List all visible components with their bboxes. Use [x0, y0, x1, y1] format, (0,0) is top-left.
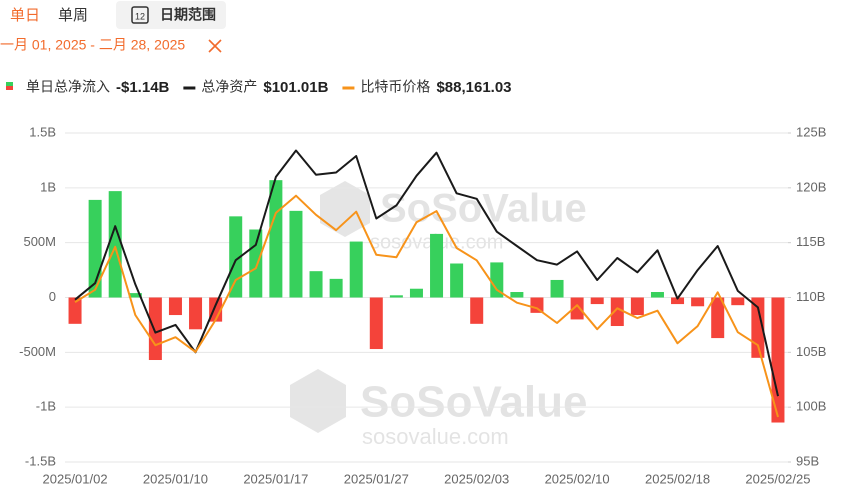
- y-tick-label: -500M: [19, 344, 56, 359]
- bar: [731, 297, 745, 306]
- bar: [309, 271, 323, 298]
- bar: [711, 297, 725, 339]
- bar: [409, 288, 423, 298]
- bar: [68, 297, 82, 324]
- bar: [369, 297, 383, 350]
- bar: [349, 241, 363, 298]
- line: [74, 194, 779, 418]
- bar: [269, 180, 283, 298]
- bar: [610, 297, 624, 327]
- bar: [771, 297, 785, 423]
- y-tick-label: 1B: [40, 179, 56, 194]
- bar: [108, 191, 122, 298]
- date-range: 一月 01, 2025 - 二月 28, 2025: [0, 37, 185, 53]
- date-range-button[interactable]: 日期范围: [160, 7, 216, 23]
- y2-tick-label: 125B: [796, 124, 826, 139]
- x-tick-label: 2025/01/17: [243, 471, 308, 486]
- tab-daily[interactable]: 单日: [10, 7, 40, 24]
- bar: [128, 293, 142, 298]
- bar: [691, 297, 705, 307]
- bar: [430, 233, 444, 298]
- bar: [590, 297, 604, 305]
- bar: [530, 297, 544, 313]
- legend-swatch: [6, 82, 13, 86]
- x-tick-label: 2025/01/10: [143, 471, 208, 486]
- legend-value: -$1.14B: [116, 79, 170, 96]
- y-tick-label: -1.5B: [25, 453, 56, 468]
- y-tick-label: 0: [49, 289, 56, 304]
- y-tick-label: 1.5B: [29, 124, 56, 139]
- clear-date-button[interactable]: [208, 39, 222, 53]
- bar: [249, 229, 263, 298]
- bar: [148, 297, 162, 361]
- y2-tick-label: 100B: [796, 399, 826, 414]
- y2-tick-label: 115B: [796, 234, 825, 249]
- x-tick-label: 2025/02/25: [745, 471, 810, 486]
- bar: [570, 297, 584, 320]
- bar: [289, 210, 303, 298]
- x-tick-label: 2025/01/27: [344, 471, 409, 486]
- bar: [329, 278, 343, 298]
- watermark-url: sosovalue.com: [362, 424, 509, 449]
- y2-tick-label: 110B: [796, 289, 825, 304]
- y2-tick-label: 95B: [796, 453, 819, 468]
- bar: [550, 279, 564, 298]
- watermark-text: SoSoValue: [360, 378, 587, 427]
- legend-value: $101.01B: [263, 79, 328, 96]
- bar: [650, 292, 664, 298]
- bar: [389, 295, 403, 298]
- y-tick-label: -1B: [36, 399, 56, 414]
- x-tick-label: 2025/02/03: [444, 471, 509, 486]
- bar: [630, 297, 644, 316]
- calendar-icon-text: 12: [135, 11, 145, 21]
- x-tick-label: 2025/01/02: [43, 471, 108, 486]
- watermark: [290, 181, 370, 433]
- legend-swatch: [6, 86, 13, 90]
- bar: [470, 297, 484, 324]
- x-tick-label: 2025/02/10: [545, 471, 610, 486]
- date-range-button-bg[interactable]: [116, 1, 226, 29]
- legend-label: 总净资产: [201, 79, 257, 95]
- y2-tick-label: 105B: [796, 344, 826, 359]
- tab-weekly[interactable]: 单周: [58, 7, 88, 24]
- bar: [168, 297, 182, 316]
- x-tick-label: 2025/02/18: [645, 471, 710, 486]
- y-tick-label: 500M: [23, 234, 56, 249]
- bar: [450, 263, 464, 298]
- legend-label: 单日总净流入: [26, 79, 110, 95]
- bar: [490, 262, 504, 298]
- line: [74, 149, 779, 397]
- legend-value: $88,161.03: [436, 79, 511, 96]
- legend-label: 比特币价格: [360, 79, 430, 95]
- calendar-icon: [131, 6, 149, 24]
- bar: [189, 297, 203, 330]
- bar: [510, 292, 524, 298]
- y2-tick-label: 120B: [796, 179, 826, 194]
- bar: [671, 297, 685, 305]
